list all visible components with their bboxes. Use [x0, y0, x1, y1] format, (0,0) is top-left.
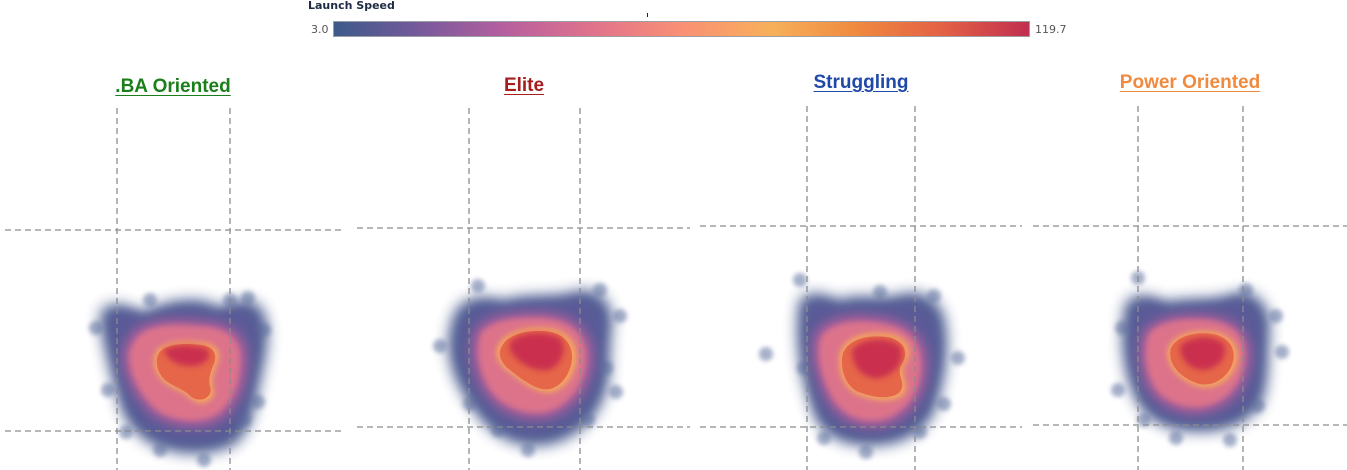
density-hotspot: [852, 339, 902, 379]
density-blob: [89, 321, 103, 335]
legend-gradient-bar: [333, 21, 1030, 37]
heatmap-panel-0: [5, 108, 343, 470]
color-legend: Launch Speed 3.0 119.7: [300, 0, 1080, 44]
density-blob: [1223, 433, 1237, 447]
density-blob: [1137, 413, 1151, 427]
density-blob: [859, 445, 873, 459]
density-blob: [1251, 399, 1265, 413]
density-blob: [599, 361, 613, 375]
density-blob: [927, 289, 941, 303]
density-blob: [257, 323, 271, 337]
density-blob: [1111, 383, 1125, 397]
panel-title-elite: Elite: [503, 75, 545, 96]
density-blob: [197, 453, 211, 467]
density-blob: [143, 293, 157, 307]
density-blob: [251, 395, 265, 409]
density-blob: [1269, 309, 1283, 323]
density-hotspot: [164, 345, 210, 366]
density-blob: [1239, 283, 1253, 297]
density-blob: [101, 383, 115, 397]
density-blob: [471, 279, 485, 293]
density-blob: [913, 425, 927, 439]
density-blob: [937, 397, 951, 411]
density-blob: [1115, 321, 1129, 335]
density-blob: [433, 339, 447, 353]
panel-title-struggling: Struggling: [813, 72, 909, 93]
density-blob: [613, 309, 627, 323]
density-blob: [521, 443, 535, 457]
density-blob: [1169, 431, 1183, 445]
heatmap-panel-3: [1033, 106, 1347, 470]
legend-midpoint-tick: [647, 13, 648, 17]
heatmap-panel-1: [357, 108, 690, 470]
density-blob: [817, 431, 831, 445]
density-blob: [759, 347, 773, 361]
density-blob: [241, 291, 255, 305]
density-blob: [873, 285, 887, 299]
panel-title-power-oriented: Power Oriented: [1119, 72, 1261, 93]
density-blob: [1275, 345, 1289, 359]
density-blob: [951, 351, 965, 365]
density-blob: [153, 443, 167, 457]
density-blob: [463, 397, 477, 411]
legend-title: Launch Speed: [308, 0, 395, 12]
density-blob: [793, 273, 807, 287]
density-hotspot: [1180, 337, 1226, 370]
density-blob: [609, 385, 623, 399]
density-blob: [581, 413, 595, 427]
density-blob: [593, 283, 607, 297]
legend-max-label: 119.7: [1035, 23, 1067, 36]
heatmap-panel-2: [700, 106, 1022, 470]
density-blob: [119, 425, 133, 439]
legend-min-label: 3.0: [311, 23, 329, 36]
density-hotspot: [510, 333, 564, 371]
panel-title-ba-oriented: .BA Oriented: [115, 76, 231, 97]
